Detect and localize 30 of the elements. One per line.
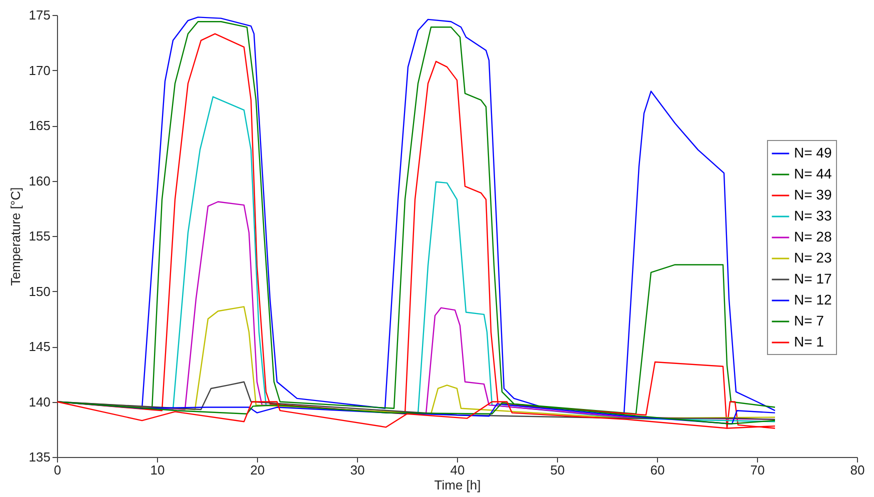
x-tick-label: 80 [850,462,865,478]
legend-label: N= 39 [794,186,832,202]
y-tick-label: 145 [28,339,50,354]
x-tick-label: 0 [54,462,62,478]
x-tick-label: 50 [550,462,565,478]
legend-label: N= 23 [794,250,832,266]
y-tick-label: 165 [28,118,50,133]
x-axis-title: Time [h] [434,478,481,492]
legend-label: N= 44 [794,166,832,182]
y-tick-label: 135 [28,450,50,464]
legend-label: N= 12 [794,292,832,308]
y-axis-title: Temperature [°C] [8,187,23,286]
legend-label: N= 28 [794,228,832,244]
legend-label: N= 1 [794,334,824,350]
y-tick-label: 175 [28,8,50,22]
x-tick-label: 10 [150,462,165,478]
x-tick-label: 20 [250,462,265,478]
y-tick-label: 170 [28,62,50,78]
legend-label: N= 33 [794,208,832,224]
x-tick-label: 60 [650,462,665,478]
y-tick-label: 160 [28,173,50,188]
y-tick-label: 150 [28,284,50,299]
x-tick-label: 40 [450,462,465,478]
legend-label: N= 49 [794,144,832,160]
legend-label: N= 7 [794,312,824,328]
y-tick-label: 140 [28,394,50,410]
x-tick-label: 30 [350,462,365,478]
y-tick-label: 155 [28,228,50,244]
legend-label: N= 17 [794,270,832,286]
x-tick-label: 70 [750,462,765,478]
